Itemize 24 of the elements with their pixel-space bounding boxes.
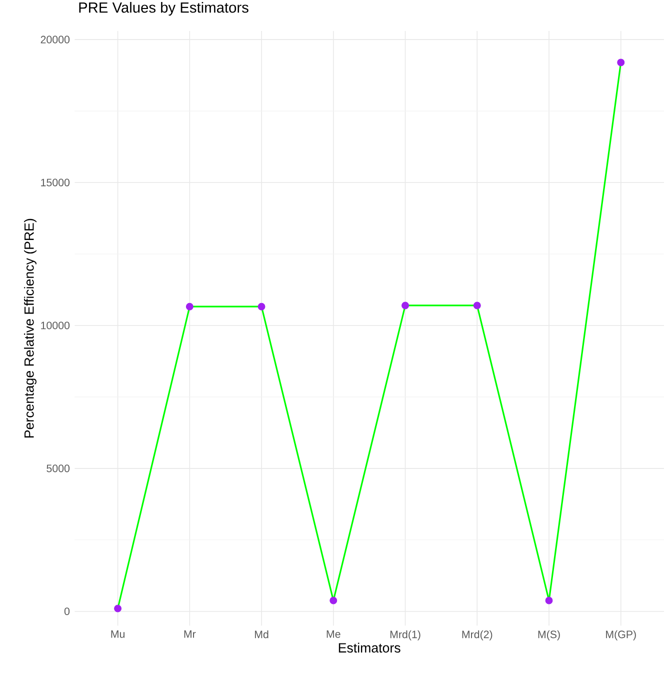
- y-axis-title: Percentage Relative Efficiency (PRE): [24, 218, 36, 438]
- x-tick-label: Me: [326, 630, 340, 638]
- point: [330, 596, 338, 604]
- y-tick-label: 20000: [40, 36, 70, 44]
- x-tick-label: M(GP): [606, 630, 636, 640]
- point: [186, 302, 194, 310]
- x-axis-title: Estimators: [338, 642, 400, 653]
- y-tick-label: 5000: [46, 464, 70, 472]
- point: [258, 302, 266, 310]
- point: [473, 302, 481, 310]
- chart-title: PRE Values by Estimators: [79, 2, 248, 16]
- x-tick-label: Md: [254, 630, 268, 638]
- x-tick-label: Mrd(2): [462, 630, 492, 640]
- x-tick-label: M(S): [538, 630, 560, 640]
- point: [114, 604, 122, 612]
- x-tick-label: Mu: [111, 630, 124, 638]
- point: [617, 58, 625, 66]
- y-tick-label: 0: [64, 608, 70, 616]
- y-tick-label: 15000: [41, 178, 70, 186]
- point: [402, 302, 409, 310]
- y-tick-label: 10000: [41, 322, 70, 330]
- x-tick-label: Mr: [184, 630, 196, 638]
- point: [545, 596, 553, 604]
- x-tick-label: Mrd(1): [390, 630, 420, 640]
